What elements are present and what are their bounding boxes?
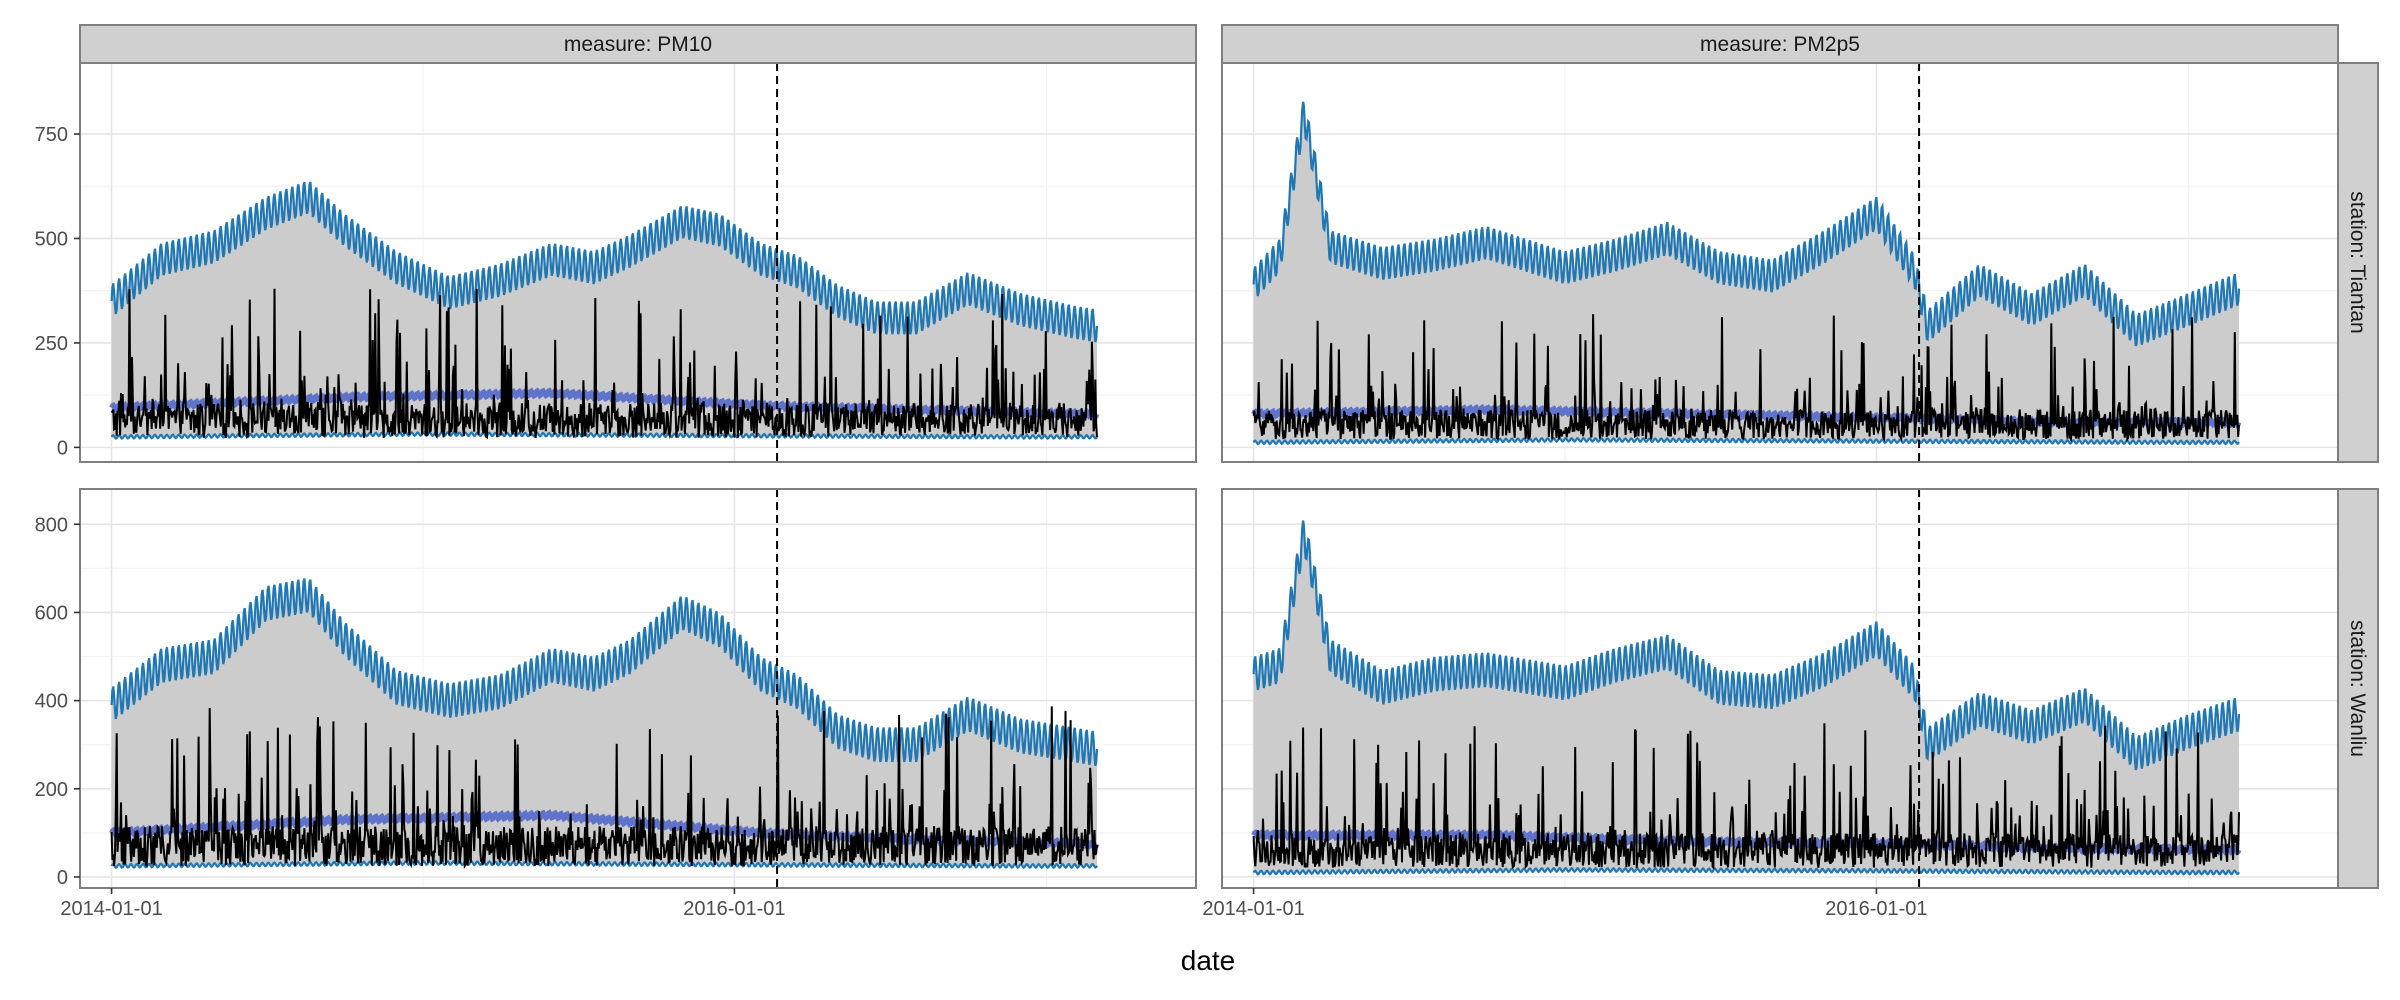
y-tick-label: 800 [35, 514, 68, 536]
prediction-interval-band [111, 182, 1098, 439]
facet-strip-label-measure: measure: PM10 [564, 33, 712, 56]
y-tick-label: 200 [35, 779, 68, 801]
y-tick-label: 0 [57, 437, 68, 459]
y-tick-label: 500 [35, 228, 68, 250]
actual-values-line [1252, 314, 2240, 443]
facet-strip-label-station: station: Wanliu [2346, 620, 2369, 757]
actual-values-line [110, 288, 1098, 440]
facet-strip-right [2337, 488, 2379, 889]
lower-bound-line [1252, 436, 2240, 446]
y-tick-label: 0 [57, 867, 68, 889]
facet-strip-label-measure: measure: PM2p5 [1700, 33, 1860, 56]
upper-bound-line [1252, 101, 2241, 347]
upper-bound-line [110, 578, 1099, 767]
x-tick-label: 2014-01-01 [1202, 898, 1304, 920]
lower-bound-line [110, 859, 1098, 870]
x-tick-label: 2016-01-01 [1825, 898, 1927, 920]
facet-panel-pm10-wanliu: 0 200 400 600 800 2014-01-01 2016-01-01 [35, 488, 1197, 920]
facet-panel-pm10-tiantan: measure: PM10 0 250 500 750 [35, 24, 1197, 463]
prediction-interval-band [111, 578, 1098, 868]
panel-marks [1251, 101, 2242, 446]
panel-marks [1251, 520, 2242, 876]
facet-panels: measure: PM10 0 250 500 750 measure: PM2p5 sta… [35, 24, 2379, 920]
actual-values-line [110, 706, 1098, 870]
panel-marks [109, 578, 1100, 870]
facet-strip-right [2337, 62, 2379, 463]
facet-strip-top [1221, 24, 2339, 64]
panel-marks [109, 181, 1100, 440]
x-axis-title: date [1181, 945, 1236, 976]
facet-panel-pm2p5-wanliu: station: Wanliu 2014-01-01 2016-01-01 [1202, 488, 2379, 920]
lower-bound-line [1252, 866, 2240, 876]
facet-strip-top [79, 24, 1197, 64]
y-tick-label: 600 [35, 602, 68, 624]
actual-values-line [1252, 723, 2240, 870]
y-tick-label: 400 [35, 691, 68, 713]
panel-border [79, 488, 1197, 889]
y-tick-label: 750 [35, 124, 68, 146]
y-tick-label: 250 [35, 333, 68, 355]
x-tick-label: 2016-01-01 [683, 898, 785, 920]
facet-strip-label-station: station: Tiantan [2346, 191, 2369, 333]
upper-bound-line [110, 181, 1099, 343]
x-tick-label: 2014-01-01 [60, 898, 162, 920]
lower-bound-line [110, 431, 1098, 440]
upper-bound-line [1252, 520, 2241, 771]
facet-panel-pm2p5-tiantan: measure: PM2p5 station: Tiantan [1221, 24, 2379, 463]
